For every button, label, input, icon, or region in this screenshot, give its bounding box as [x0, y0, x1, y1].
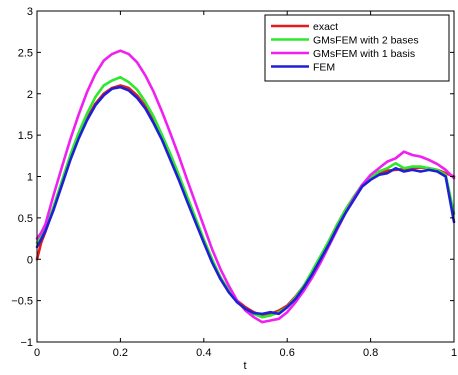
y-tick-label: 1.5: [18, 130, 33, 142]
y-tick-label: 0.5: [18, 213, 33, 225]
series-line-0: [35, 84, 456, 317]
legend-label: GMsFEM with 1 basis: [313, 48, 415, 60]
y-tick-label: 2.5: [18, 47, 33, 59]
legend-label: exact: [313, 21, 338, 33]
series-line-1: [35, 75, 456, 319]
x-tick-label: 0: [34, 347, 40, 359]
y-tick-label: 3: [27, 6, 33, 18]
x-tick-label: 0.8: [363, 347, 378, 359]
y-tick-label: 2: [27, 89, 33, 101]
legend-label: GMsFEM with 2 bases: [313, 35, 419, 47]
series-line-3: [35, 85, 456, 316]
x-tick-label: 1: [451, 347, 457, 359]
x-axis-label: t: [243, 360, 246, 372]
x-tick-label: 0.2: [113, 347, 128, 359]
y-tick-label: −0.5: [11, 296, 33, 308]
y-tick-label: −1: [20, 337, 33, 349]
legend-label: FEM: [313, 62, 335, 74]
y-tick-label: 1: [27, 172, 33, 184]
x-tick-label: 0.6: [280, 347, 295, 359]
y-tick-label: 0: [27, 254, 33, 266]
axis-ticks: 0 0.2 0.4 0.6 0.8 1 −1 −0.5 0 0.5 1 1.5 2 2.5 3: [11, 6, 457, 359]
x-tick-label: 0.4: [196, 347, 211, 359]
plot-curves: [35, 49, 456, 324]
